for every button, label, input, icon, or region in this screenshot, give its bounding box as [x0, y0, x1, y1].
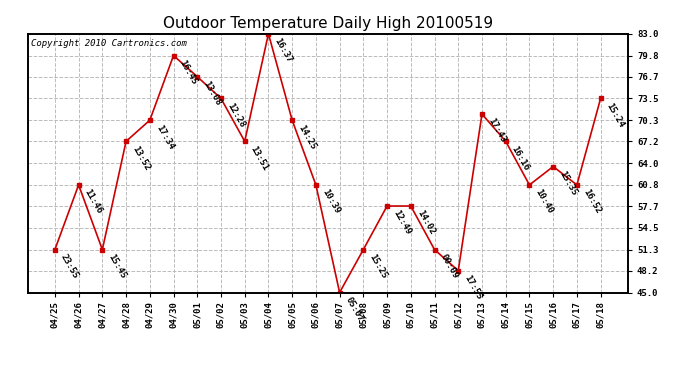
Text: 17:34: 17:34: [154, 123, 175, 151]
Text: 16:16: 16:16: [510, 144, 531, 172]
Text: 12:49: 12:49: [391, 209, 413, 237]
Text: 13:51: 13:51: [249, 144, 270, 172]
Text: 16:52: 16:52: [581, 188, 602, 216]
Text: 10:40: 10:40: [533, 188, 555, 216]
Text: 17:43: 17:43: [486, 117, 507, 145]
Text: 16:37: 16:37: [273, 36, 294, 64]
Text: 10:39: 10:39: [320, 188, 342, 216]
Text: 15:45: 15:45: [106, 252, 128, 280]
Text: 15:25: 15:25: [368, 252, 388, 280]
Text: 23:55: 23:55: [59, 252, 80, 280]
Text: 05:07: 05:07: [344, 295, 365, 323]
Text: Copyright 2010 Cartronics.com: Copyright 2010 Cartronics.com: [30, 39, 186, 48]
Text: 15:35: 15:35: [558, 169, 578, 197]
Title: Outdoor Temperature Daily High 20100519: Outdoor Temperature Daily High 20100519: [163, 16, 493, 31]
Text: 14:25: 14:25: [296, 123, 317, 151]
Text: 00:09: 00:09: [439, 252, 460, 280]
Text: 15:24: 15:24: [604, 101, 626, 129]
Text: 13:52: 13:52: [130, 144, 152, 172]
Text: 13:08: 13:08: [201, 80, 223, 107]
Text: 14:02: 14:02: [415, 209, 436, 237]
Text: 11:46: 11:46: [83, 188, 104, 216]
Text: 17:55: 17:55: [462, 273, 484, 301]
Text: 12:28: 12:28: [225, 101, 246, 129]
Text: 16:45: 16:45: [178, 58, 199, 86]
